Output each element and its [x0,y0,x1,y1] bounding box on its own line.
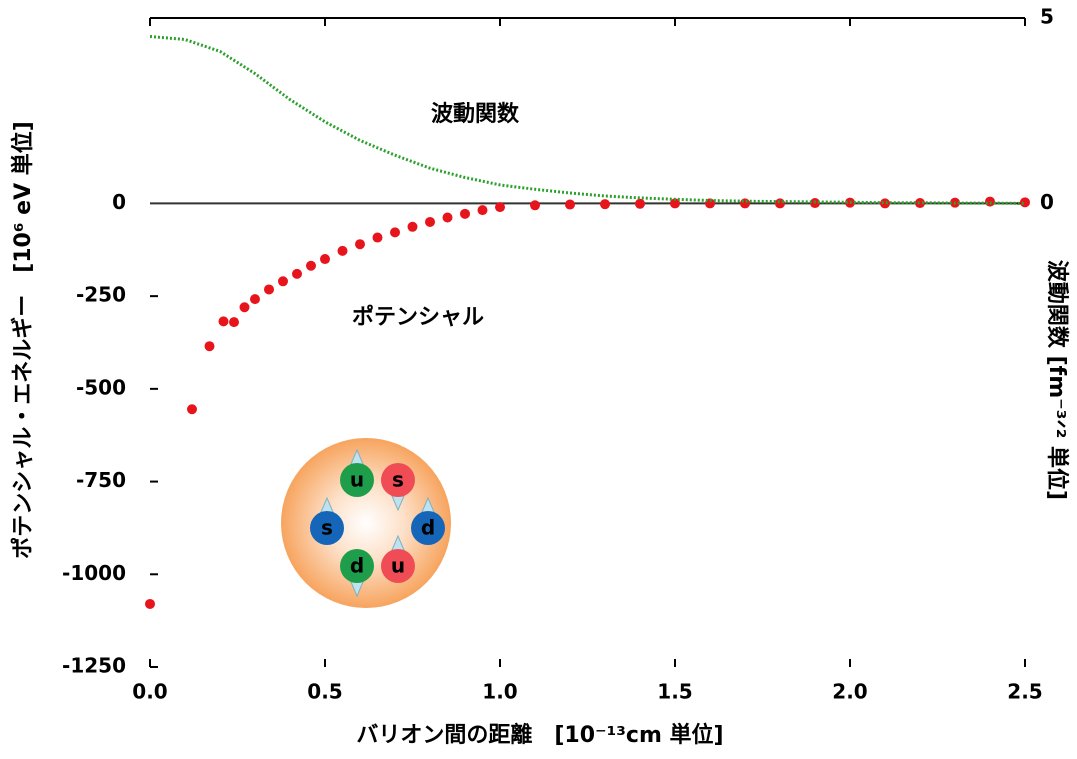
x-tick-label: 2.5 [1007,680,1042,704]
x-tick-label: 0.0 [132,680,167,704]
data-point [250,294,260,305]
data-point [145,598,155,609]
quark-label: u [350,468,364,492]
quark-inset: u s s d d u [281,438,451,608]
x-tick-label: 1.5 [657,680,692,704]
quark-label: u [391,554,405,578]
data-point [477,205,488,216]
data-point [187,404,197,415]
data-point [775,198,785,209]
data-point [372,232,383,243]
data-point [915,198,925,209]
quark-label: d [421,516,435,540]
data-point [355,239,365,250]
data-point [530,200,540,211]
y-tick-label: -500 [76,375,126,399]
quark-label: s [392,468,404,492]
y-axis-title: ポテンシャル・エネルギー [10⁶ eV 単位] [10,121,36,559]
x-tick-label: 2.0 [832,680,867,704]
data-point [306,260,316,271]
data-point [460,208,470,219]
data-point [337,245,348,256]
data-point [880,198,890,209]
y-tick-label: 0 [112,190,126,214]
data-point [407,221,418,232]
data-point [425,216,435,227]
series-annotation: ポテンシャル [352,304,484,330]
data-point [442,212,453,223]
data-point [278,276,288,287]
y-tick-label: -1000 [62,561,126,585]
data-point [1020,197,1030,208]
data-point [390,227,400,238]
data-point [670,198,680,209]
data-point [495,202,505,213]
y-tick-label: -1250 [62,654,126,678]
data-point [239,302,250,313]
x-tick-label: 1.0 [482,680,517,704]
data-point [264,284,274,295]
data-point [985,196,995,207]
y-tick-label: -250 [76,283,126,307]
data-point [740,198,750,209]
x-axis-title: バリオン間の距離 [10⁻¹³cm 単位] [356,722,723,748]
quark-label: s [321,516,333,540]
data-point [320,254,330,265]
y2-tick-label: 5 [1040,5,1054,29]
data-point [635,198,645,209]
x-tick-label: 0.5 [307,680,342,704]
y-tick-label: -750 [76,468,126,492]
data-point [218,316,229,327]
data-point [565,199,575,210]
data-point [204,341,215,352]
data-line [149,35,1026,205]
series-annotation: 波動関数 [431,101,520,127]
data-point [600,199,610,210]
y2-tick-label: 0 [1040,190,1054,214]
y2-axis-title: 波動関数 [fm⁻³ᐟ² 単位] [1044,260,1070,500]
data-point [229,317,239,328]
quark-label: d [350,554,364,578]
data-point [292,268,302,279]
